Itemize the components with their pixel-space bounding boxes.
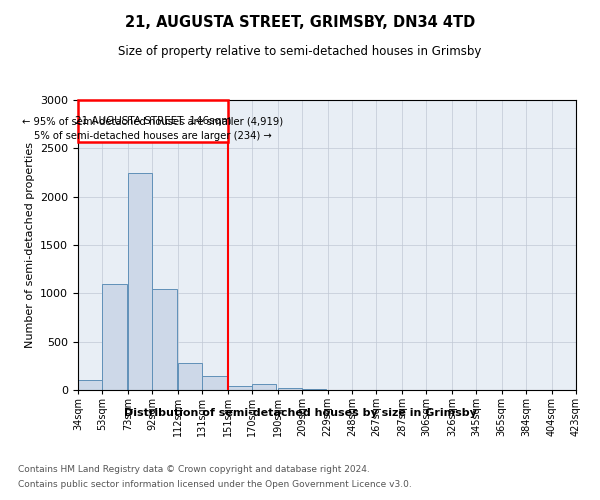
Text: Contains public sector information licensed under the Open Government Licence v3: Contains public sector information licen… <box>18 480 412 489</box>
Bar <box>278 388 302 390</box>
Bar <box>152 288 176 390</box>
Text: 21, AUGUSTA STREET, GRIMSBY, DN34 4TD: 21, AUGUSTA STREET, GRIMSBY, DN34 4TD <box>125 15 475 30</box>
Bar <box>302 389 326 390</box>
Text: 21 AUGUSTA STREET: 146sqm: 21 AUGUSTA STREET: 146sqm <box>75 116 231 126</box>
Bar <box>202 376 227 390</box>
Bar <box>178 363 202 390</box>
Y-axis label: Number of semi-detached properties: Number of semi-detached properties <box>25 142 35 348</box>
Text: Contains HM Land Registry data © Crown copyright and database right 2024.: Contains HM Land Registry data © Crown c… <box>18 465 370 474</box>
Bar <box>103 284 127 390</box>
Bar <box>78 380 103 390</box>
Bar <box>252 384 277 390</box>
Bar <box>228 386 252 390</box>
Bar <box>78 100 228 141</box>
Text: ← 95% of semi-detached houses are smaller (4,919)
5% of semi-detached houses are: ← 95% of semi-detached houses are smalle… <box>22 116 283 140</box>
Bar <box>128 172 152 390</box>
Text: Distribution of semi-detached houses by size in Grimsby: Distribution of semi-detached houses by … <box>124 408 476 418</box>
Text: Size of property relative to semi-detached houses in Grimsby: Size of property relative to semi-detach… <box>118 45 482 58</box>
